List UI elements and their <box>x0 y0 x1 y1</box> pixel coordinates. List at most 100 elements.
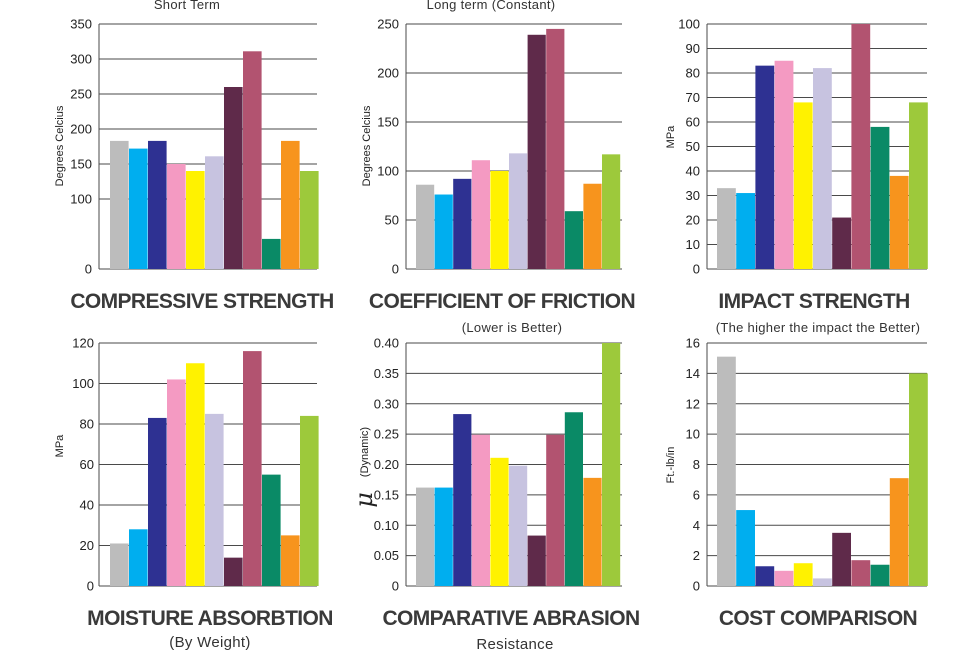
bar <box>870 564 890 586</box>
y-tick-label: 70 <box>686 90 700 105</box>
y-tick-label: 20 <box>80 538 94 553</box>
bar <box>870 126 890 270</box>
y-tick-label: 40 <box>80 498 94 513</box>
bar <box>453 414 472 586</box>
bar <box>205 413 224 586</box>
bar <box>110 140 129 269</box>
y-tick-label: 6 <box>693 487 700 502</box>
bar <box>262 474 281 586</box>
chart-cost-comparison: (The higher the impact the Better) Ft.-l… <box>665 320 928 630</box>
bar <box>205 156 224 269</box>
bar <box>167 379 186 586</box>
bar <box>148 140 167 269</box>
y-tick-label: 0.35 <box>374 366 399 381</box>
bar <box>564 211 583 269</box>
bar <box>224 87 243 269</box>
y-tick-label: 0 <box>85 262 92 277</box>
bar <box>851 24 871 269</box>
bar <box>471 160 490 269</box>
y-tick-label: 10 <box>686 427 700 442</box>
y-tick-label: 250 <box>70 87 92 102</box>
y-tick-label: 0.15 <box>374 487 399 502</box>
y-tick-label: 120 <box>72 336 94 351</box>
bar <box>167 164 186 269</box>
bar <box>186 363 205 586</box>
bar <box>889 175 909 269</box>
y-tick-label: 0 <box>87 579 94 594</box>
y-tick-label: 0.30 <box>374 396 399 411</box>
bar <box>546 28 565 270</box>
mu-symbol: μ <box>350 492 378 508</box>
bar <box>129 529 148 586</box>
chart-title: COMPARATIVE ABRASION <box>382 607 639 630</box>
bar <box>416 184 435 269</box>
y-tick-label: 30 <box>686 188 700 203</box>
y-axis-label: (Dynamic) <box>359 427 371 477</box>
y-axis-label: MPa <box>665 125 677 149</box>
y-tick-labels: 0 50 100 150 200 250 <box>377 17 399 277</box>
bar <box>583 477 602 586</box>
chart-compressive-strength: Short Term Degrees Celcius COMPRESSIVE S… <box>54 0 334 313</box>
y-tick-label: 0 <box>693 579 700 594</box>
bar <box>909 102 928 270</box>
bar <box>851 560 871 586</box>
chart-title: COMPRESSIVE STRENGTH <box>70 290 333 313</box>
bar <box>434 194 453 269</box>
bars <box>416 28 621 270</box>
y-tick-label: 200 <box>70 122 92 137</box>
bar <box>224 557 243 586</box>
chart-comparative-abrasion: (Lower is Better) μ (Dynamic) COMPARATIV… <box>350 320 640 653</box>
bars <box>110 351 319 586</box>
bar <box>813 578 832 586</box>
bar <box>546 434 565 586</box>
y-tick-label: 60 <box>80 457 94 472</box>
bar <box>755 65 775 270</box>
bar <box>453 178 472 269</box>
bar <box>527 535 546 586</box>
chart-title: COST COMPARISON <box>719 607 917 630</box>
bar <box>736 510 755 586</box>
bar <box>793 563 813 586</box>
y-tick-label: 50 <box>385 213 399 228</box>
y-tick-label: 100 <box>72 376 94 391</box>
y-tick-label: 150 <box>70 157 92 172</box>
chart-title: MOISTURE ABSORBTION <box>87 607 333 630</box>
bar <box>889 478 909 586</box>
y-tick-label: 14 <box>686 366 700 381</box>
y-tick-labels: 0 10 20 30 40 50 60 70 80 90 100 <box>678 17 700 277</box>
y-tick-label: 0.40 <box>374 336 399 351</box>
chart-moisture-absorbtion: MPa MOISTURE ABSORBTION (By Weight) 0 20 4… <box>54 336 333 652</box>
y-tick-label: 350 <box>70 17 92 32</box>
y-tick-label: 8 <box>693 457 700 472</box>
chart-coefficient-of-friction: Long term (Constant) Degrees Celcius COE… <box>361 0 636 313</box>
y-tick-label: 0 <box>693 262 700 277</box>
bar <box>300 415 319 586</box>
bar <box>909 373 928 586</box>
chart-subtitle-above: (Lower is Better) <box>462 320 562 335</box>
y-axis-label: Degrees Celcius <box>361 105 373 186</box>
bar <box>813 68 832 269</box>
chart-subtitle-below: Resistance <box>476 636 553 653</box>
y-tick-labels: 0 100 150 200 250 300 350 <box>70 17 92 277</box>
y-tick-label: 4 <box>693 518 700 533</box>
bar <box>832 532 851 586</box>
chart-subtitle-below: (By Weight) <box>169 634 250 651</box>
y-tick-labels: 0 2 4 6 8 10 12 14 16 <box>686 336 700 594</box>
y-tick-labels: 0 0.05 0.10 0.15 0.20 0.25 0.30 0.35 0.40 <box>374 336 399 594</box>
bar <box>509 465 528 586</box>
y-tick-label: 0.05 <box>374 548 399 563</box>
y-axis-label: Degrees Celcius <box>54 105 66 186</box>
bar <box>490 457 509 586</box>
y-tick-label: 60 <box>686 115 700 130</box>
bar <box>110 543 129 586</box>
y-tick-label: 150 <box>377 115 399 130</box>
bar <box>434 487 453 586</box>
y-tick-label: 40 <box>686 164 700 179</box>
bar <box>243 51 262 269</box>
chart-subtitle-above: Short Term <box>154 0 220 12</box>
y-axis-label: Ft.-lb/in <box>665 447 677 484</box>
chart-subtitle-above: (The higher the impact the Better) <box>716 320 921 335</box>
y-tick-label: 0.20 <box>374 457 399 472</box>
chart-subtitle-above: Long term (Constant) <box>427 0 556 12</box>
